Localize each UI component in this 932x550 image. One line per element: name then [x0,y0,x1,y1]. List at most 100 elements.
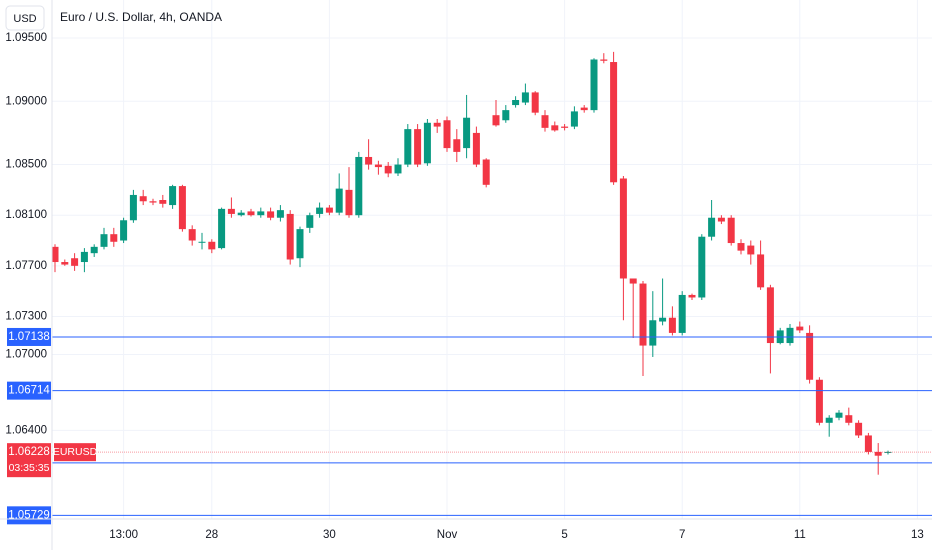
candle-body [492,115,500,126]
candle-body [639,283,647,346]
candle-body [71,258,79,266]
candle-body [590,59,598,111]
candle-body [727,217,735,244]
candle-body [90,246,98,254]
candle-body [668,317,676,333]
overlay: 1.071381.067141.061431.057291.0622803:35… [7,327,932,525]
candle-body [541,115,549,128]
candle-body [188,229,196,241]
last-price-tag [7,443,51,478]
x-tick-label: 28 [205,529,218,541]
candle-body [237,212,245,216]
candle-body [649,320,657,346]
candle-body [208,241,216,250]
candle-body [218,208,226,249]
candle-body [345,189,353,216]
candle-body [355,156,363,216]
last-price-label: 1.06228 [8,446,50,458]
candle-body [227,208,235,214]
chart-title: Euro / U.S. Dollar, 4h, OANDA [60,10,222,24]
candle-body [394,164,402,174]
x-tick-label: 5 [561,529,567,541]
candle-body [619,178,627,279]
candle-body [276,210,284,218]
currency-button[interactable] [5,5,45,31]
candles [52,51,892,475]
price-tag [7,327,51,346]
y-tick-label: 1.06400 [5,424,47,436]
candle-body [443,120,451,149]
candle-body [100,234,108,247]
price-tag [7,506,51,525]
candle-body [120,220,128,241]
grid [52,0,932,519]
candle-body [80,251,88,263]
candle-body [286,213,294,260]
candle-body [717,217,725,222]
y-tick-label: 1.09500 [5,32,47,44]
currency: USD [13,13,36,25]
candle-body [835,412,843,418]
candle-body [678,294,686,333]
candle-body [766,287,774,344]
candle-body [610,62,618,183]
candle-body [267,211,275,218]
candle-body [845,415,853,423]
candle-body [306,215,314,228]
y-tick-label: 1.07300 [5,310,47,322]
candle-body [149,201,157,203]
candle-body [384,165,392,174]
candle-body [698,236,706,298]
x-tick-label: Nov [437,529,458,541]
candle-body [463,117,471,149]
candle-body [796,326,804,331]
candle-body [551,125,559,131]
price-tag-label: 1.05729 [8,509,50,521]
candle-body [561,126,569,128]
candle-body [747,245,755,255]
candle-body [139,196,147,202]
candle-body [257,211,265,216]
candle-body [472,132,480,165]
candle-body [335,188,343,213]
x-tick-label: 30 [323,529,336,541]
candle-body [61,262,69,265]
candle-body [786,327,794,344]
candle-body [806,332,814,380]
candle-body [570,111,578,127]
candle-body [708,217,716,237]
candle-body [178,186,186,230]
y-tick-label: 1.07000 [5,348,47,360]
y-tick-label: 1.08500 [5,159,47,171]
y-tick-label: 1.09000 [5,95,47,107]
candle-body [757,254,765,288]
candle-body [423,122,431,164]
candle-body [247,211,255,216]
candle-body [825,417,833,423]
candle-body [52,246,59,263]
candle-body [159,200,167,204]
candle-body [864,435,872,452]
candle-body [296,229,304,259]
candle-body [110,234,118,242]
symbol-label: EURUSD [53,446,98,458]
y-tick-label: 1.08100 [5,209,47,221]
x-tick-label: 13 [911,529,924,541]
y-tick-label: 1.07700 [5,260,47,272]
candle-body [502,110,510,121]
candle-body [855,422,863,436]
candle-body [198,241,206,243]
candle-body [629,278,637,284]
candle-body [374,164,382,168]
candle-body [600,59,608,61]
x-tick-label: 13:00 [109,529,138,541]
x-tick-label: 11 [794,529,806,541]
candle-body [737,243,745,251]
candle-body [365,156,373,165]
x-tick-label: 7 [679,529,685,541]
candle-body [316,207,324,214]
candle-body [482,159,490,185]
candle-body [414,129,422,165]
candle-body [815,379,823,423]
